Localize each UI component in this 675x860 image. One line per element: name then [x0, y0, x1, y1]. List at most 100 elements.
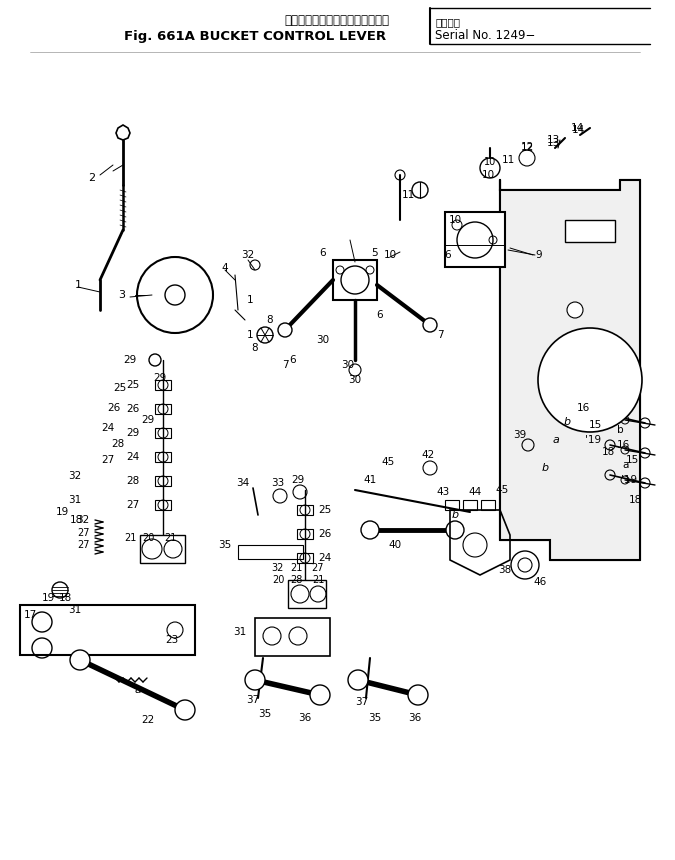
Text: 27: 27 [101, 455, 115, 465]
Circle shape [361, 521, 379, 539]
Text: 36: 36 [408, 713, 422, 723]
Text: 27: 27 [77, 528, 89, 538]
Text: 13: 13 [546, 138, 560, 148]
Text: 22: 22 [141, 715, 155, 725]
Circle shape [446, 521, 464, 539]
Bar [445, 212, 505, 267]
Bar [155, 476, 171, 486]
Bar [155, 500, 171, 510]
Text: 35: 35 [369, 713, 381, 723]
Bar [20, 605, 195, 655]
Text: 35: 35 [259, 709, 271, 719]
Bar [140, 535, 185, 563]
Text: 26: 26 [319, 529, 331, 539]
Bar [297, 529, 313, 539]
Text: 44: 44 [468, 487, 482, 497]
Text: 32: 32 [76, 515, 90, 525]
Text: 14: 14 [571, 125, 585, 135]
Polygon shape [116, 125, 130, 140]
Text: 25: 25 [319, 505, 331, 515]
Text: 34: 34 [236, 478, 250, 488]
Polygon shape [500, 180, 640, 560]
Text: 45: 45 [495, 485, 509, 495]
Bar [155, 452, 171, 462]
Text: 33: 33 [271, 478, 285, 488]
Text: 37: 37 [246, 695, 260, 705]
Text: 21: 21 [124, 533, 136, 543]
Circle shape [245, 670, 265, 690]
Text: 5: 5 [372, 248, 378, 258]
Text: 12: 12 [520, 143, 534, 153]
Text: 2: 2 [88, 173, 95, 183]
Text: b: b [617, 425, 623, 435]
Text: 41: 41 [363, 475, 377, 485]
Bar [297, 505, 313, 515]
Text: '19: '19 [585, 435, 601, 445]
Text: 15: 15 [589, 420, 601, 430]
Text: 1: 1 [74, 280, 82, 290]
Text: 26: 26 [107, 403, 121, 413]
Text: 36: 36 [298, 713, 312, 723]
Bar [445, 500, 459, 510]
Bar [155, 428, 171, 438]
Text: 43: 43 [436, 487, 450, 497]
Circle shape [70, 650, 90, 670]
Text: 29: 29 [141, 415, 155, 425]
Text: 24: 24 [126, 452, 140, 462]
Text: b: b [541, 463, 549, 473]
Circle shape [278, 323, 292, 337]
Text: 18: 18 [601, 447, 615, 457]
Text: 9: 9 [535, 250, 541, 260]
Text: 通用号機: 通用号機 [435, 17, 460, 27]
Text: 27: 27 [312, 563, 324, 573]
Bar [288, 580, 326, 608]
Text: 18: 18 [58, 593, 72, 603]
Bar [297, 553, 313, 563]
Text: 28: 28 [126, 476, 140, 486]
Text: b: b [452, 510, 458, 520]
Text: 32: 32 [272, 563, 284, 573]
Text: 6: 6 [377, 310, 383, 320]
Text: 20: 20 [142, 533, 154, 543]
Text: 10: 10 [481, 170, 495, 180]
Text: 27: 27 [77, 540, 89, 550]
Bar [565, 220, 615, 242]
Text: 37: 37 [355, 697, 369, 707]
Text: Serial No. 1249−: Serial No. 1249− [435, 29, 535, 42]
Circle shape [567, 302, 583, 318]
Text: '19: '19 [621, 475, 637, 485]
Bar [255, 618, 330, 656]
Text: 35: 35 [219, 540, 232, 550]
Text: 20: 20 [272, 575, 284, 585]
Text: 11: 11 [502, 155, 514, 165]
Text: 24: 24 [101, 423, 115, 433]
Text: 46: 46 [533, 577, 547, 587]
Text: 7: 7 [437, 330, 443, 340]
Text: 25: 25 [113, 383, 127, 393]
Text: 6: 6 [320, 248, 326, 258]
Circle shape [175, 700, 195, 720]
Text: 18: 18 [70, 515, 82, 525]
Text: 10: 10 [383, 250, 397, 260]
Text: 21: 21 [164, 533, 176, 543]
Text: 15: 15 [625, 455, 639, 465]
Text: 32: 32 [68, 471, 82, 481]
Circle shape [538, 328, 642, 432]
Text: 29: 29 [126, 428, 140, 438]
Circle shape [348, 670, 368, 690]
Text: 21: 21 [312, 575, 324, 585]
Bar [155, 380, 171, 390]
Text: a: a [623, 460, 629, 470]
Text: 39: 39 [514, 430, 526, 440]
Text: 1: 1 [246, 295, 253, 305]
Text: 6: 6 [290, 355, 296, 365]
Text: 3: 3 [118, 290, 125, 300]
Circle shape [423, 318, 437, 332]
Bar [155, 404, 171, 414]
Bar [238, 545, 303, 559]
Text: 31: 31 [68, 495, 82, 505]
Text: 19: 19 [55, 507, 69, 517]
Text: 28: 28 [111, 439, 125, 449]
Bar [333, 260, 377, 300]
Circle shape [408, 685, 428, 705]
